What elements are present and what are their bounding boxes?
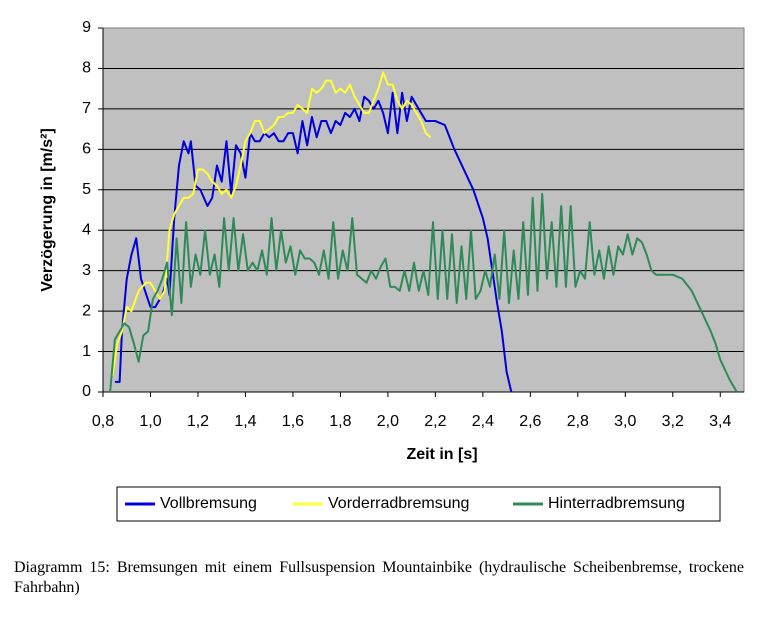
y-tick-label: 7 [82,100,91,117]
x-tick-label: 0,8 [92,413,114,430]
y-tick-label: 2 [82,302,91,319]
y-axis-title: Verzögerung in [m/s²] [39,128,56,292]
caption: Diagramm 15: Bremsungen mit einem Fullsu… [14,559,744,596]
legend-label: Hinterradbremsung [548,495,685,512]
data-line [109,192,738,393]
y-tick-label: 0 [82,383,91,400]
x-tick-label: 2,6 [519,413,541,430]
x-tick-label: 2,0 [377,413,399,430]
y-tick-label: 3 [82,262,91,279]
x-tick-label: 1,6 [282,413,304,430]
x-tick-label: 3,0 [614,413,636,430]
y-tick-label: 8 [82,60,91,77]
y-tick-label: 9 [82,19,91,36]
legend-label: Vorderradbremsung [328,495,469,512]
legend-box [116,486,721,522]
y-tick-label: 1 [82,343,91,360]
x-tick-label: 1,2 [187,413,209,430]
x-tick-label: 1,8 [329,413,351,430]
legend-label: Vollbremsung [160,495,257,512]
data-line [114,91,513,393]
y-tick-label: 4 [82,221,91,238]
x-tick-label: 1,0 [139,413,161,430]
x-tick-label: 2,2 [424,413,446,430]
x-tick-label: 2,4 [472,413,494,430]
data-line [111,71,432,376]
y-tick-label: 6 [82,141,91,158]
x-tick-label: 3,4 [709,413,731,430]
y-tick-label: 5 [82,181,91,198]
x-tick-label: 1,4 [234,413,256,430]
chart: Zeit in [s] Verzögerung in [m/s²] 0 1 2 3 4 5… [39,19,745,522]
plot-area [103,28,744,392]
x-tick-label: 3,2 [662,413,684,430]
x-tick-label: 2,8 [567,413,589,430]
x-axis-title: Zeit in [s] [406,446,477,463]
